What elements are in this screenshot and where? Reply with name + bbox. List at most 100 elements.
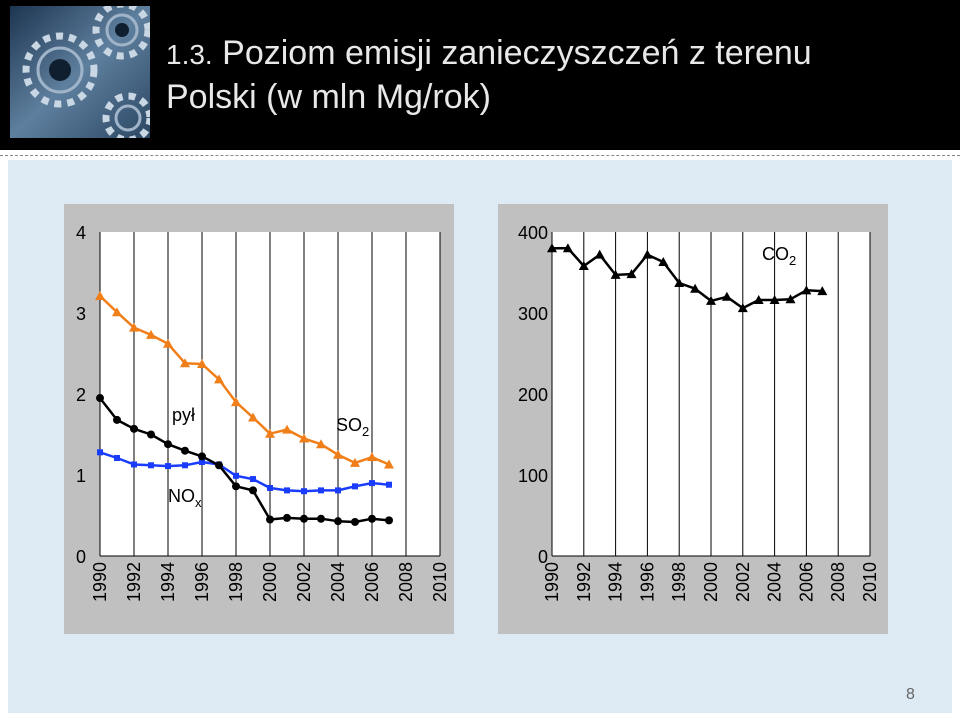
data-point — [248, 412, 258, 422]
data-point — [367, 452, 377, 462]
data-point — [658, 256, 669, 266]
data-point — [232, 482, 240, 491]
data-point — [265, 428, 275, 438]
title-line-2: Polski (w mln Mg/rok) — [166, 78, 491, 116]
gears-logo-icon — [10, 6, 150, 138]
y-tick-label: 100 — [518, 466, 548, 486]
y-tick-label: 1 — [76, 466, 86, 486]
x-tick-label: 1998 — [226, 562, 246, 602]
data-point — [316, 439, 326, 449]
data-point — [368, 514, 376, 523]
x-tick-label: 2008 — [828, 562, 848, 602]
slide-title: 1.3. Poziom emisji zanieczyszczeń z tere… — [166, 32, 946, 118]
x-tick-label: 2006 — [796, 562, 816, 602]
data-point — [334, 517, 342, 526]
data-point — [182, 462, 188, 469]
data-point — [214, 374, 224, 384]
data-point — [165, 463, 171, 470]
data-point — [317, 514, 325, 523]
data-point — [785, 294, 796, 304]
data-point — [267, 484, 273, 491]
x-tick-label: 1994 — [158, 562, 178, 602]
series-annotation: pył — [172, 405, 195, 425]
y-tick-label: 2 — [76, 385, 86, 405]
x-tick-label: 1992 — [124, 562, 144, 602]
data-point — [282, 424, 292, 434]
data-point — [114, 454, 120, 461]
data-point — [266, 515, 274, 524]
x-tick-label: 2000 — [260, 562, 280, 602]
x-tick-label: 1990 — [542, 562, 562, 602]
data-point — [626, 269, 637, 279]
y-tick-label: 4 — [76, 223, 86, 243]
y-tick-label: 0 — [76, 547, 86, 567]
data-point — [706, 295, 716, 305]
series-nox — [97, 449, 392, 495]
title-line-1: Poziom emisji zanieczyszczeń z terenu — [222, 34, 812, 72]
data-point — [737, 303, 748, 313]
y-tick-label: 300 — [518, 304, 548, 324]
data-point — [131, 461, 137, 468]
data-point — [318, 487, 324, 494]
data-point — [801, 285, 812, 295]
data-point — [562, 243, 573, 253]
data-point — [674, 278, 685, 288]
x-tick-label: 1990 — [90, 562, 110, 602]
x-tick-label: 2008 — [396, 562, 416, 602]
data-point — [180, 358, 190, 368]
data-point — [197, 359, 207, 369]
data-point — [130, 424, 138, 433]
series-so2 — [95, 290, 394, 469]
x-tick-label: 1994 — [606, 562, 626, 602]
header-separator — [0, 155, 960, 156]
x-tick-label: 2004 — [765, 562, 785, 602]
y-tick-label: 0 — [538, 547, 548, 567]
data-point — [301, 488, 307, 495]
series-py — [96, 394, 393, 526]
data-point — [333, 449, 343, 459]
data-point — [817, 286, 828, 296]
x-tick-label: 2002 — [733, 562, 753, 602]
series-annotation: NOx — [168, 486, 202, 510]
data-point — [96, 394, 104, 403]
data-point — [163, 338, 173, 348]
x-tick-label: 1996 — [637, 562, 657, 602]
title-number: 1.3. — [166, 39, 213, 70]
data-point — [284, 487, 290, 494]
x-tick-label: 1998 — [669, 562, 689, 602]
data-point — [146, 329, 156, 339]
data-point — [385, 516, 393, 525]
data-point — [350, 457, 360, 467]
data-point — [578, 261, 589, 271]
data-point — [300, 514, 308, 523]
x-tick-label: 1996 — [192, 562, 212, 602]
data-point — [164, 440, 172, 449]
x-tick-label: 1992 — [574, 562, 594, 602]
y-tick-label: 400 — [518, 223, 548, 243]
data-point — [352, 483, 358, 490]
page-number: 8 — [906, 686, 915, 703]
data-point — [351, 517, 359, 526]
data-point — [547, 243, 557, 253]
data-point — [199, 459, 205, 466]
data-point — [250, 476, 256, 483]
data-point — [97, 449, 103, 456]
x-tick-label: 2006 — [362, 562, 382, 602]
x-tick-label: 2010 — [860, 562, 880, 602]
data-point — [721, 291, 732, 301]
data-point — [283, 513, 291, 522]
slide-header: 1.3. Poziom emisji zanieczyszczeń z tere… — [0, 0, 960, 150]
data-point — [594, 249, 605, 259]
data-point — [642, 249, 653, 259]
data-point — [112, 307, 122, 317]
data-point — [147, 430, 155, 439]
chart-2: 0 100 200 300 400 1990 1992 1994 1996 1998 2000 200… — [498, 204, 888, 634]
data-point — [299, 433, 309, 443]
data-point — [231, 397, 241, 407]
data-point — [249, 486, 257, 495]
data-point — [369, 480, 375, 487]
data-point — [198, 452, 206, 461]
y-tick-label: 200 — [518, 385, 548, 405]
data-point — [95, 290, 105, 300]
